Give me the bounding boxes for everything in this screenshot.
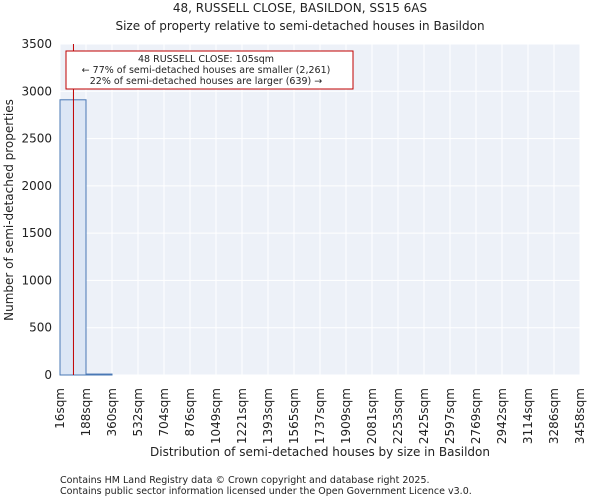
x-tick-label: 2942sqm <box>495 388 509 444</box>
x-tick-label: 2425sqm <box>417 388 431 444</box>
footer-line-1: Contains HM Land Registry data © Crown c… <box>60 475 430 486</box>
x-tick-label: 1737sqm <box>313 388 327 444</box>
y-axis: 0 500 1000 1500 2000 2500 3000 3500 <box>21 37 52 382</box>
x-tick-label: 1393sqm <box>261 388 275 444</box>
chart-title: 48, RUSSELL CLOSE, BASILDON, SS15 6AS <box>173 1 427 15</box>
x-tick-label: 3286sqm <box>547 388 561 444</box>
x-axis: 16sqm 188sqm 360sqm 532sqm 704sqm 876sqm 1049s… <box>53 388 587 444</box>
x-tick-label: 2597sqm <box>443 388 457 444</box>
x-tick-label: 2769sqm <box>469 388 483 444</box>
x-tick-label: 2081sqm <box>365 388 379 444</box>
x-tick-label: 3114sqm <box>521 388 535 444</box>
y-tick-label: 1000 <box>21 273 52 287</box>
annotation-border <box>65 50 354 90</box>
annotation-line-2: ← 77% of semi-detached houses are smalle… <box>82 65 331 76</box>
chart-subtitle: Size of property relative to semi-detach… <box>115 19 484 33</box>
x-tick-label: 188sqm <box>79 388 93 436</box>
histogram-bar <box>85 373 113 376</box>
y-tick-label: 2500 <box>21 132 52 146</box>
x-axis-label: Distribution of semi-detached houses by … <box>150 445 490 459</box>
y-tick-label: 3000 <box>21 84 52 98</box>
y-tick-label: 500 <box>29 321 52 335</box>
y-axis-label: Number of semi-detached properties <box>2 99 16 321</box>
x-tick-label: 532sqm <box>131 388 145 436</box>
plot-area: 48 RUSSELL CLOSE: 105sqm ← 77% of semi-d… <box>59 43 581 376</box>
x-tick-label: 1565sqm <box>287 388 301 444</box>
gridlines <box>59 43 581 376</box>
x-tick-label: 704sqm <box>157 388 171 436</box>
y-tick-label: 0 <box>44 368 52 382</box>
x-tick-label: 1049sqm <box>209 388 223 444</box>
footer-line-2: Contains public sector information licen… <box>60 486 472 497</box>
x-tick-label: 360sqm <box>105 388 119 436</box>
x-tick-label: 2253sqm <box>391 388 405 444</box>
annotation-line-3: 22% of semi-detached houses are larger (… <box>90 76 323 87</box>
y-tick-label: 1500 <box>21 226 52 240</box>
x-tick-label: 876sqm <box>183 388 197 436</box>
annotation-box: 48 RUSSELL CLOSE: 105sqm ← 77% of semi-d… <box>65 50 354 90</box>
x-tick-label: 1909sqm <box>339 388 353 444</box>
x-tick-label: 1221sqm <box>235 388 249 444</box>
y-tick-label: 2000 <box>21 179 52 193</box>
y-tick-label: 3500 <box>21 37 52 51</box>
annotation-line-1: 48 RUSSELL CLOSE: 105sqm <box>138 54 274 65</box>
x-tick-label: 16sqm <box>53 388 67 429</box>
x-tick-label: 3458sqm <box>573 388 587 444</box>
